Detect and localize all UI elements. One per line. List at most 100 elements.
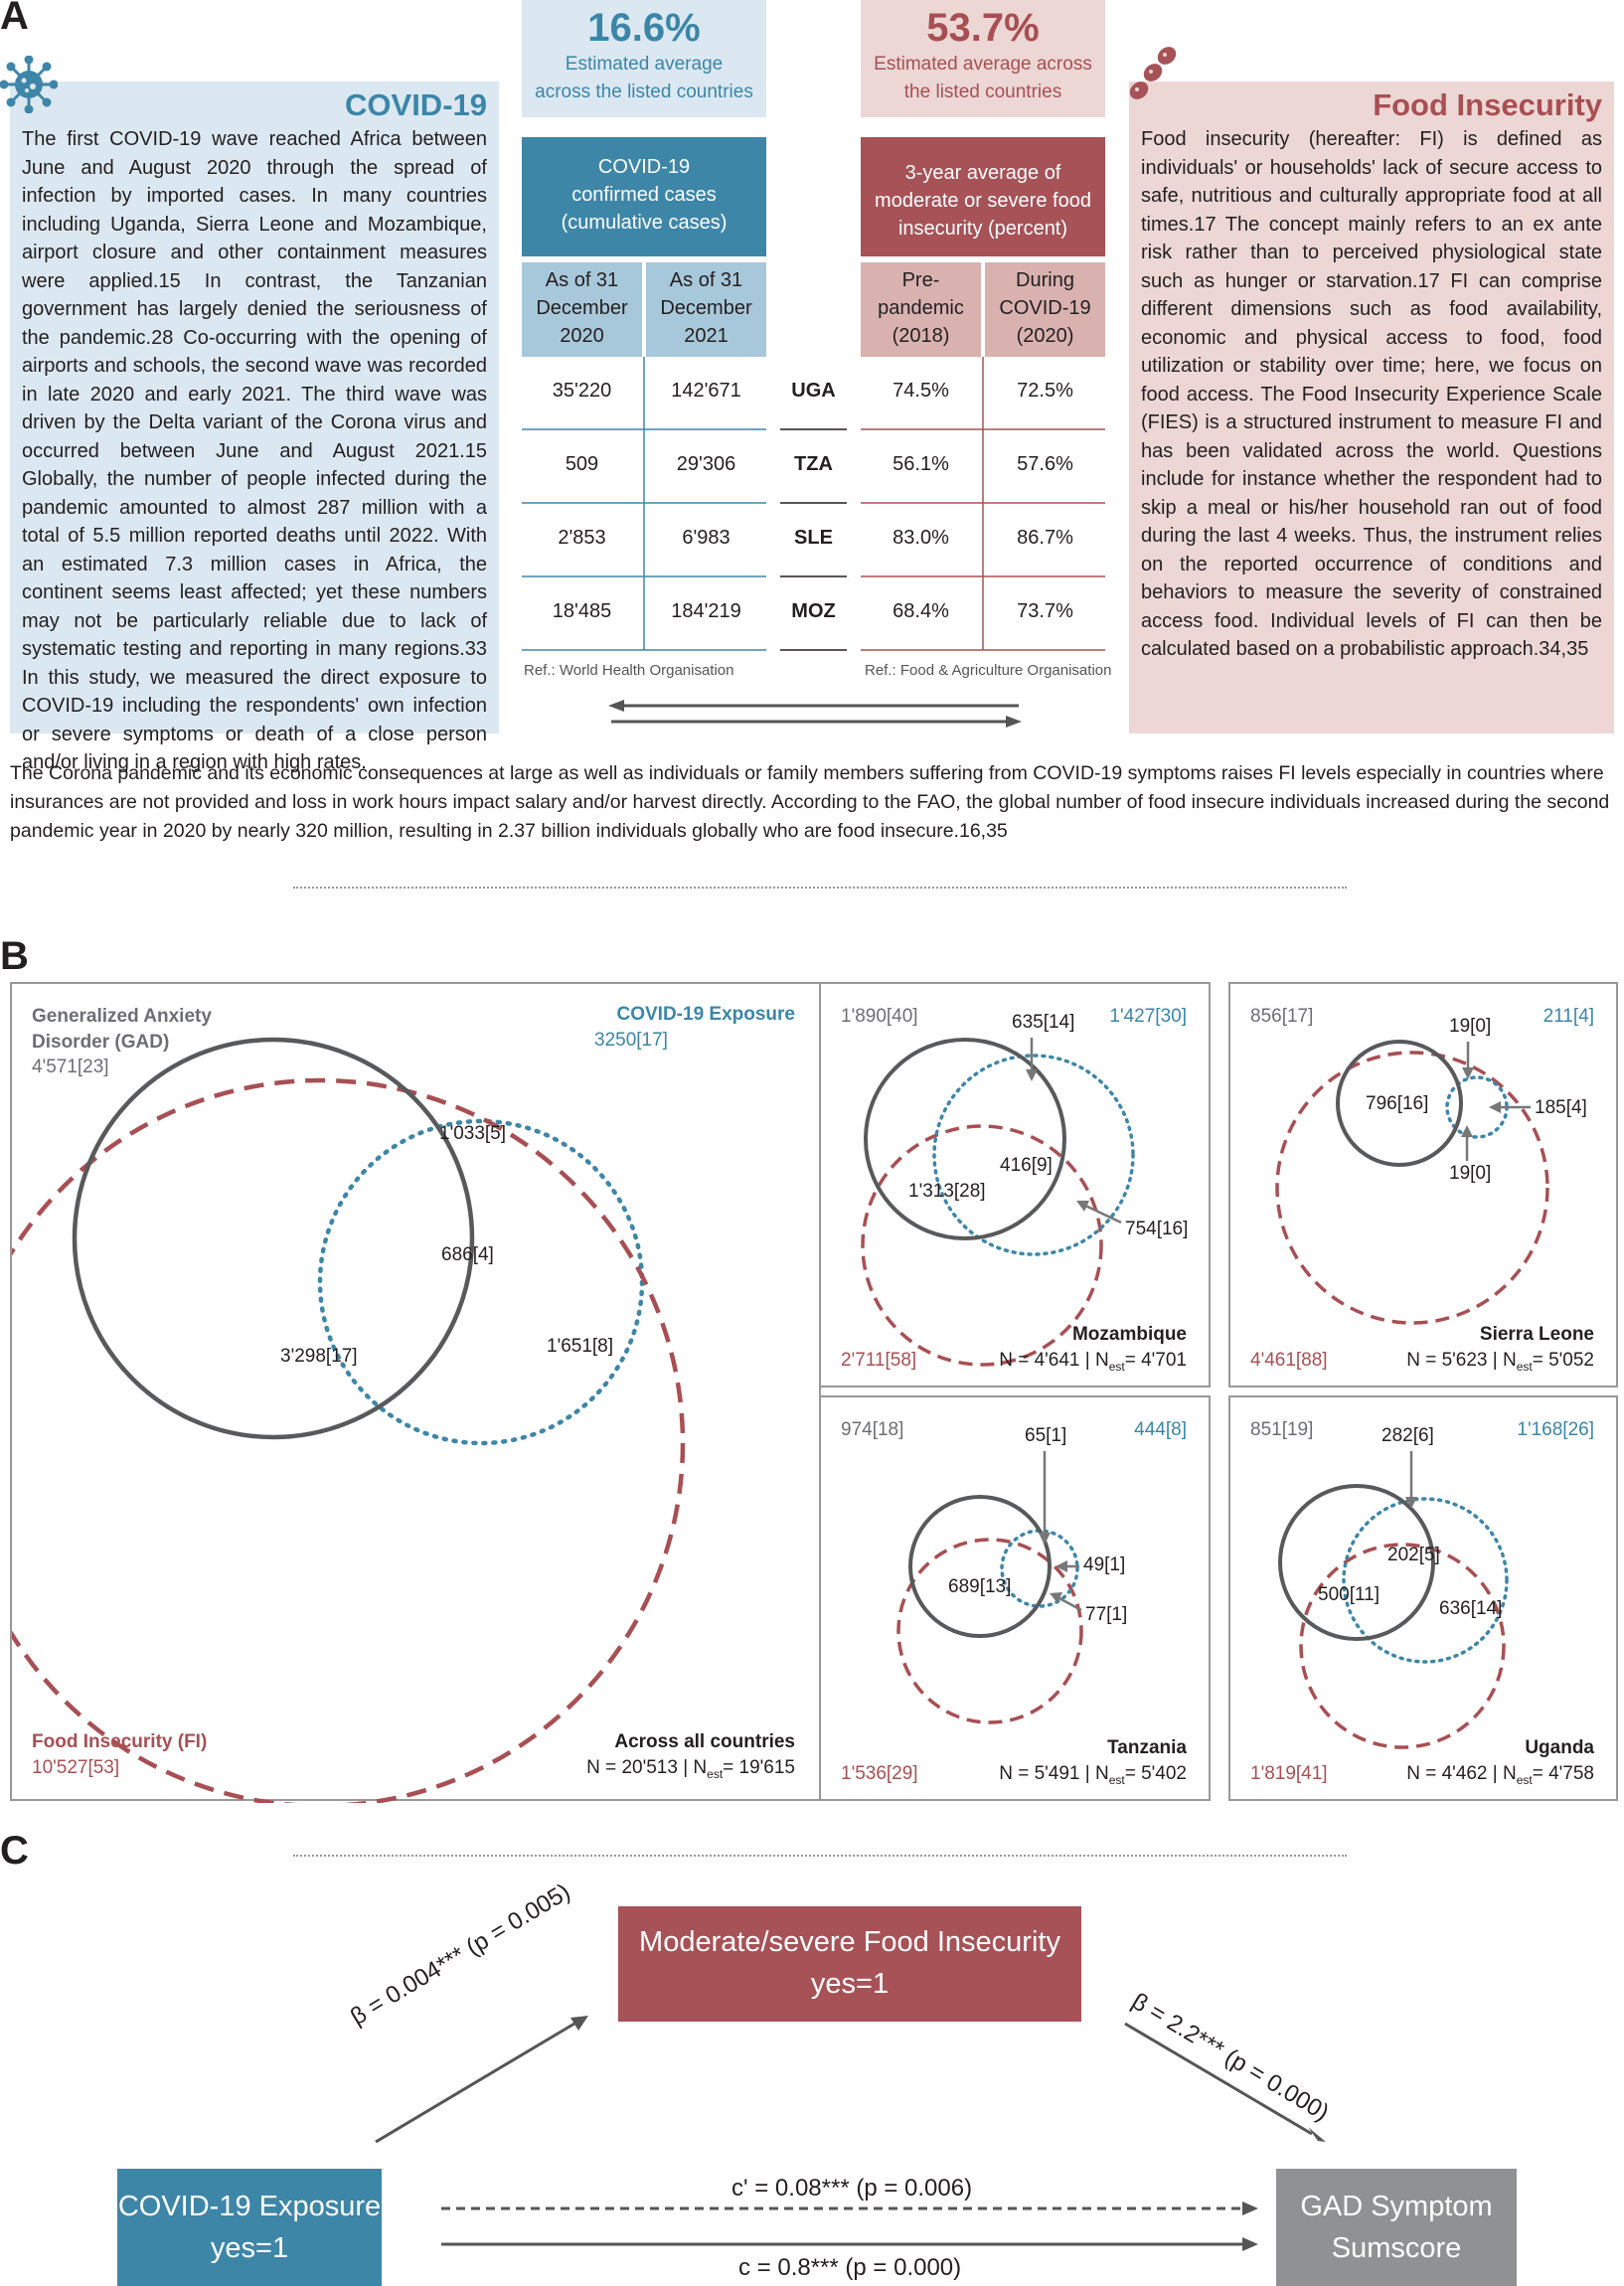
covid-circle (1342, 1497, 1509, 1664)
gad-circle (1278, 1484, 1435, 1641)
venn-label-all: 49[1] (1083, 1554, 1126, 1575)
venn-tanzania: 974[18] 444[8] 1'536[29] Tanzania N = 5'… (819, 1395, 1211, 1801)
covid-table-header: COVID-19 confirmed cases (cumulative cas… (522, 137, 766, 256)
region-label: Uganda (1525, 1737, 1594, 1758)
venn-label-gad-fi: 500[11] (1318, 1584, 1380, 1605)
covid-subheader-2021: As of 31 December 2021 (646, 262, 766, 357)
covid-stat-line1: Estimated average (565, 54, 724, 75)
subheader-text: COVID-19 (999, 297, 1091, 319)
divider (293, 1855, 1347, 1857)
table-row: 2'853 6'983 SLE 83.0% 86.7% (522, 527, 1105, 600)
venn-label-covid-fi: 77[1] (1085, 1604, 1128, 1625)
panel-letter-a: A (0, 0, 29, 38)
region-label: Sierra Leone (1479, 1324, 1594, 1345)
covid-box-text: The first COVID-19 wave reached Africa b… (22, 128, 487, 773)
fi-value: 10'527[53] (32, 1757, 120, 1778)
sausage-icon (1129, 47, 1177, 99)
nest-text: = 5'052 (1532, 1350, 1594, 1371)
venn-label-all: 416[9] (1000, 1155, 1053, 1176)
country-code: SLE (794, 527, 833, 549)
gad-label: Generalized Anxiety Disorder (GAD) (32, 1004, 212, 1056)
n-text: N = 5'623 | N (1406, 1350, 1517, 1371)
fi-stat-value: 53.7% (926, 6, 1040, 50)
table-grid (522, 357, 1105, 651)
venn-label-covid-fi: 1'651[8] (547, 1336, 614, 1357)
covid-circle (932, 1054, 1135, 1256)
exposure-box: COVID-19 Exposure yes=1 (117, 2169, 382, 2286)
exposure-line2: yes=1 (210, 2232, 289, 2264)
fi-table-header: 3-year average of moderate or severe foo… (861, 137, 1105, 256)
mediator-box: Moderate/severe Food Insecurity yes=1 (618, 1906, 1081, 2022)
region-label: Mozambique (1071, 1324, 1187, 1345)
ref-fao: Ref.: Food & Agriculture Organisation (865, 662, 1112, 679)
country-code: MOZ (791, 600, 836, 622)
n-text: N = 4'462 | N (1406, 1763, 1517, 1784)
mediator-line1: Moderate/severe Food Insecurity (639, 1926, 1060, 1958)
est-sub: est (1108, 1359, 1125, 1374)
mediation-arrows (375, 2016, 1326, 2251)
double-arrow (608, 700, 1022, 728)
covid-header-line3: (cumulative cases) (561, 212, 728, 234)
venn-label-gad-fi: 689[13] (948, 1576, 1012, 1597)
cell-during: 57.6% (1017, 453, 1073, 475)
fi-value: 1'819[41] (1250, 1763, 1328, 1784)
nest-text: = 19'615 (723, 1757, 795, 1778)
cell-during: 86.7% (1017, 527, 1073, 549)
subheader-text: (2020) (1016, 325, 1074, 347)
gad-circle (908, 1495, 1052, 1638)
covid-value: 1'427[30] (1109, 1006, 1187, 1027)
est-sub: est (1516, 1772, 1533, 1787)
cell-2020: 2'853 (558, 527, 606, 549)
nest-text: = 5'402 (1124, 1763, 1187, 1784)
venn-tza-svg (896, 1451, 1083, 1724)
panel-letter-b: B (0, 934, 29, 978)
divider (293, 887, 1347, 889)
gad-value: 4'571[23] (32, 1057, 109, 1077)
cell-during: 73.7% (1017, 600, 1073, 622)
ref-who: Ref.: World Health Organisation (524, 662, 734, 679)
subheader-text: (2018) (892, 325, 950, 347)
venn-label-gad-fi: 1'313[28] (908, 1181, 986, 1202)
cell-2021: 184'219 (671, 600, 741, 622)
fi-circle (896, 1538, 1083, 1724)
path-c-label: c = 0.8*** (p = 0.000) (738, 2254, 962, 2281)
covid-header-line1: COVID-19 (597, 156, 691, 178)
fi-circle (1275, 1051, 1549, 1325)
table-body: 35'220 142'671 UGA 74.5% 72.5% 509 29'30… (522, 380, 1105, 674)
cell-pre: 83.0% (893, 527, 949, 549)
venn-label-all: 686[4] (441, 1244, 494, 1265)
covid-stat-line2: across the listed countries (535, 82, 753, 102)
fi-circle (12, 1077, 686, 1803)
venn-sle-svg (1275, 1040, 1549, 1325)
fi-circle (861, 1124, 1103, 1367)
sample-size: N = 4'641 | Nest= 4'701 (999, 1350, 1187, 1374)
virus-icon (0, 56, 58, 113)
country-code: TZA (794, 453, 833, 475)
fi-subheader-during: During COVID-19 (2020) (985, 262, 1105, 357)
subheader-text: December (660, 297, 752, 319)
subheader-text: As of 31 (545, 269, 619, 291)
fi-value: 2'711[58] (841, 1350, 917, 1371)
n-text: N = 5'491 | N (999, 1763, 1109, 1784)
fi-info-box (1129, 82, 1614, 734)
table-row: 509 29'306 TZA 56.1% 57.6% (522, 453, 1105, 527)
subheader-text: During (1016, 269, 1074, 291)
fi-stat-line1: Estimated average across (874, 54, 1092, 75)
subheader-text: As of 31 (669, 269, 743, 291)
n-text: N = 4'641 | N (999, 1350, 1109, 1371)
covid-circle (317, 1118, 645, 1446)
cell-2021: 29'306 (676, 453, 736, 475)
cell-pre: 68.4% (893, 600, 949, 622)
venn-label-covid-fi: 636[14] (1439, 1598, 1503, 1619)
subheader-text: 2020 (560, 325, 604, 347)
covid-subheader-2020: As of 31 December 2020 (522, 262, 642, 357)
gad-circle (72, 1037, 475, 1440)
outcome-line1: GAD Symptom (1300, 2191, 1493, 2222)
panel-letter-c: C (0, 1829, 29, 1873)
venn-sierra-leone: 856[17] 211[4] 4'461[88] Sierra Leone N … (1228, 982, 1618, 1388)
venn-label-gad-fi: 796[16] (1366, 1093, 1429, 1114)
nest-text: = 4'701 (1124, 1350, 1187, 1371)
table-row: 18'485 184'219 MOZ 68.4% 73.7% (522, 600, 1105, 674)
cell-pre: 56.1% (893, 453, 949, 475)
cell-pre: 74.5% (893, 380, 949, 402)
